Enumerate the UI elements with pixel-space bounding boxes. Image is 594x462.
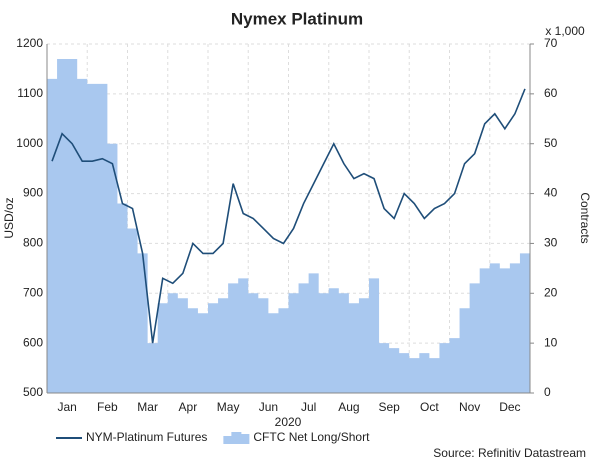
x-tick-label: Jan <box>57 400 76 414</box>
y-tick-label: 900 <box>23 186 43 200</box>
x-tick-label: Mar <box>137 400 158 414</box>
legend-swatch <box>223 432 250 444</box>
x-tick-label: Aug <box>338 400 359 414</box>
x-tick-label: Dec <box>499 400 520 414</box>
chart-title: Nymex Platinum <box>231 9 363 28</box>
x-tick-label: Feb <box>97 400 118 414</box>
source: Source: Refinitiv Datastream <box>433 446 586 460</box>
y2-tick-label: 70 <box>544 36 558 50</box>
y2-axis-label: Contracts <box>578 192 592 243</box>
y2-tick-label: 50 <box>544 136 558 150</box>
x-tick-label: May <box>217 400 240 414</box>
y-axis-label: USD/oz <box>2 197 16 238</box>
area <box>47 58 530 393</box>
y2-tick-label: 20 <box>544 285 558 299</box>
x-tick-label: Jul <box>301 400 316 414</box>
y2-unit: x 1,000 <box>545 24 585 38</box>
y2-tick-label: 30 <box>544 236 558 250</box>
y2-tick-label: 60 <box>544 86 558 100</box>
y-tick-label: 1200 <box>16 36 43 50</box>
y-tick-label: 800 <box>23 236 43 250</box>
x-tick-label: Jun <box>259 400 278 414</box>
plot <box>47 58 530 393</box>
y2-tick-label: 40 <box>544 186 558 200</box>
legend-label: CFTC Net Long/Short <box>253 430 370 444</box>
x-tick-label: Nov <box>459 400 480 414</box>
y2-tick-label: 0 <box>544 385 551 399</box>
y2-tick-label: 10 <box>544 335 558 349</box>
y-tick-label: 1100 <box>17 86 43 100</box>
x-tick-label: Apr <box>179 400 198 414</box>
x-axis-label: 2020 <box>275 415 302 429</box>
y-tick-label: 500 <box>23 385 43 399</box>
y-tick-label: 700 <box>23 285 43 299</box>
line <box>51 88 526 344</box>
y-tick-label: 1000 <box>16 136 43 150</box>
y-tick-label: 600 <box>23 335 43 349</box>
x-tick-label: Sep <box>378 400 400 414</box>
x-tick-label: Oct <box>420 400 439 414</box>
legend-label: NYM-Platinum Futures <box>86 430 207 444</box>
